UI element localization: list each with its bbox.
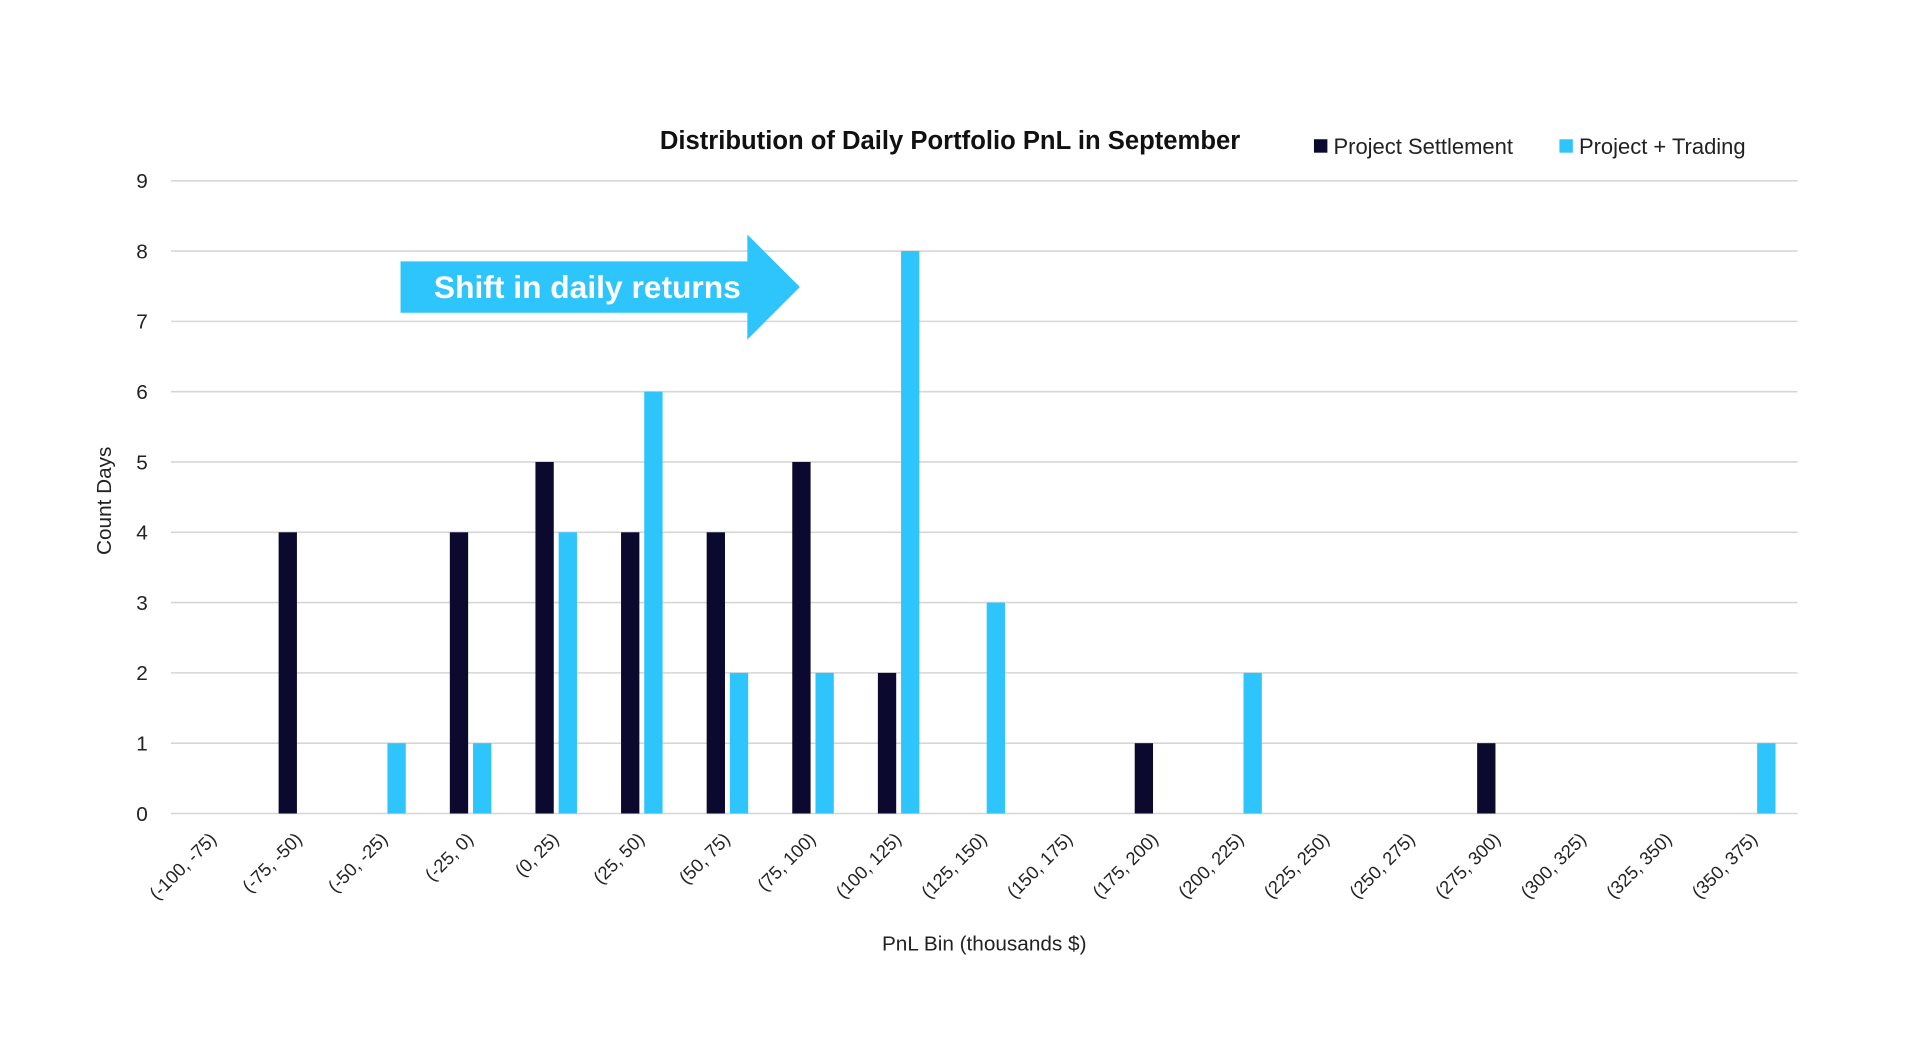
right-arrow-icon — [400, 234, 800, 340]
annotation-text: Shift in daily returns — [434, 269, 741, 305]
y-axis-label: Count Days — [93, 447, 116, 555]
x-tick-label: (150, 175) — [1003, 828, 1077, 902]
x-tick-label: (125, 150) — [917, 828, 991, 902]
bar-trading — [815, 672, 834, 814]
x-tick-label: (75, 100) — [753, 828, 820, 895]
bar-settlement — [535, 461, 554, 814]
x-tick-label: (350, 375) — [1687, 828, 1761, 902]
bar-trading — [986, 602, 1006, 814]
bar-settlement — [706, 532, 725, 814]
y-tick-label: 0 — [136, 803, 148, 826]
bar-trading — [558, 532, 577, 814]
x-tick-label: (200, 225) — [1174, 828, 1248, 902]
y-tick-label: 7 — [136, 311, 148, 334]
x-tick-label: (-75, -50) — [238, 828, 306, 896]
x-tick-label: (25, 50) — [589, 828, 648, 887]
bar-trading — [729, 672, 749, 814]
x-tick-label: (250, 275) — [1345, 828, 1419, 902]
x-tick-label: (175, 200) — [1088, 828, 1162, 902]
annotation-callout: Shift in daily returns — [400, 234, 800, 340]
x-tick-label: (325, 350) — [1602, 828, 1676, 902]
y-tick-label: 3 — [136, 592, 148, 615]
bar-trading — [901, 251, 920, 814]
x-tick-label: (225, 250) — [1259, 828, 1333, 902]
bar-settlement — [1134, 743, 1154, 814]
y-tick-labels: 0 1 2 3 4 5 6 7 8 9 — [136, 170, 148, 826]
x-tick-label: (0, 25) — [510, 828, 562, 880]
x-tick-label: (300, 325) — [1516, 828, 1590, 902]
bar-trading — [1243, 672, 1262, 814]
y-tick-label: 6 — [136, 381, 148, 404]
legend-label-trading: Project + Trading — [1579, 134, 1746, 159]
y-tick-label: 8 — [136, 240, 148, 263]
bar-trading — [387, 743, 406, 814]
y-tick-label: 1 — [136, 733, 148, 756]
bar-settlement — [278, 532, 297, 814]
x-tick-label: (-100, -75) — [145, 828, 220, 903]
x-tick-labels: (-100, -75) (-75, -50) (-50, -25) (-25, 0) (… — [145, 828, 1761, 903]
chart-title: Distribution of Daily Portfolio PnL in S… — [660, 127, 1240, 155]
bar-settlement — [877, 672, 897, 814]
x-tick-label: (275, 300) — [1431, 828, 1505, 902]
bar-settlement — [621, 532, 640, 814]
bar-settlement — [792, 461, 811, 814]
y-tick-label: 2 — [136, 662, 148, 685]
legend-label-settlement: Project Settlement — [1334, 134, 1513, 159]
x-tick-label: (50, 75) — [674, 828, 733, 887]
legend-swatch-trading — [1559, 139, 1573, 153]
y-tick-label: 5 — [136, 451, 148, 474]
x-tick-label: (-25, 0) — [421, 828, 478, 885]
bar-trading — [1757, 743, 1776, 814]
bar-trading — [644, 391, 663, 814]
legend: Project Settlement Project + Trading — [1313, 134, 1746, 159]
bars — [278, 251, 1776, 814]
x-tick-label: (-50, -25) — [323, 828, 391, 896]
y-tick-label: 4 — [136, 522, 148, 545]
bar-settlement — [1477, 743, 1496, 814]
y-tick-label: 9 — [136, 170, 148, 193]
bar-settlement — [449, 532, 469, 814]
bar-trading — [473, 743, 492, 814]
x-tick-label: (100, 125) — [831, 828, 905, 902]
legend-swatch-settlement — [1313, 139, 1328, 153]
gridlines — [170, 179, 1798, 815]
x-axis-label: PnL Bin (thousands $) — [882, 932, 1087, 955]
